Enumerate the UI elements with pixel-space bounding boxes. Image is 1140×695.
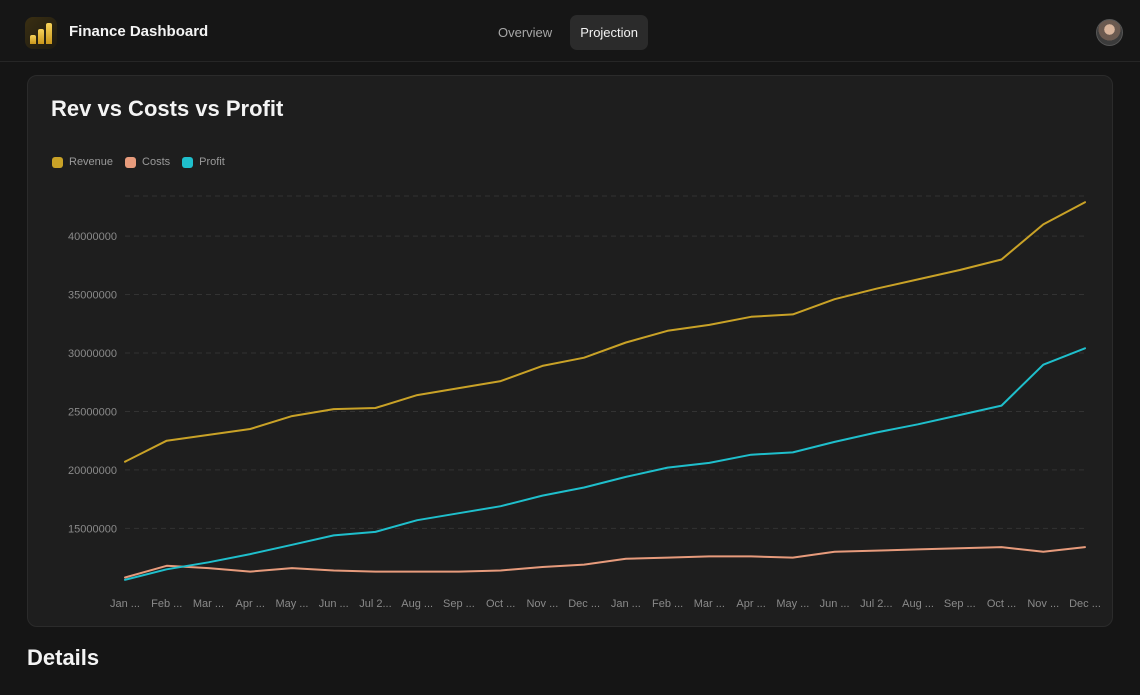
x-tick-label: Aug ... xyxy=(902,598,934,610)
line-chart: 15000000 20000000 25000000 30000000 35000000… xyxy=(68,195,1101,610)
y-tick-label: 25000000 xyxy=(68,406,117,418)
chart-legend: Revenue Costs Profit xyxy=(52,156,225,168)
legend-item-revenue[interactable]: Revenue xyxy=(52,156,113,168)
profit-line[interactable] xyxy=(124,347,1086,581)
x-tick-label: Mar ... xyxy=(694,598,725,610)
x-tick-label: Jul 2... xyxy=(860,598,892,610)
y-tick-label: 40000000 xyxy=(68,231,117,243)
legend-label-revenue: Revenue xyxy=(69,156,114,168)
y-tick-label: 30000000 xyxy=(68,348,117,360)
x-tick-label: Jun ... xyxy=(820,598,850,610)
x-tick-label: Dec ... xyxy=(568,598,600,610)
chart-title: Rev vs Costs vs Profit xyxy=(51,96,284,121)
x-tick-label: Feb ... xyxy=(652,598,683,610)
x-tick-label: Oct ... xyxy=(987,598,1016,610)
legend-label-costs: Costs xyxy=(142,156,171,168)
main-nav: Overview Projection xyxy=(488,15,648,50)
app-title: Finance Dashboard xyxy=(69,23,209,40)
x-tick-label: Mar ... xyxy=(193,598,224,610)
y-tick-label: 20000000 xyxy=(68,465,117,477)
x-tick-label: Sep ... xyxy=(944,598,976,610)
tab-overview[interactable]: Overview xyxy=(498,25,553,40)
x-tick-label: May ... xyxy=(776,598,809,610)
user-avatar[interactable] xyxy=(1096,19,1123,46)
x-tick-label: Feb ... xyxy=(151,598,182,610)
x-tick-label: Apr ... xyxy=(236,598,265,610)
x-tick-label: Apr ... xyxy=(736,598,765,610)
legend-label-profit: Profit xyxy=(199,156,225,168)
tab-projection[interactable]: Projection xyxy=(570,15,648,50)
details-heading: Details xyxy=(27,645,100,670)
x-tick-label: May ... xyxy=(275,598,308,610)
legend-swatch-revenue xyxy=(52,156,63,168)
x-tick-label: Dec ... xyxy=(1069,598,1101,610)
legend-item-costs[interactable]: Costs xyxy=(125,156,170,168)
app-logo-icon xyxy=(25,17,57,49)
y-tick-label: 15000000 xyxy=(68,523,117,535)
x-tick-label: Jun ... xyxy=(319,598,349,610)
x-tick-label: Sep ... xyxy=(443,598,475,610)
x-tick-label: Nov ... xyxy=(526,598,558,610)
x-tick-label: Oct ... xyxy=(486,598,515,610)
legend-swatch-costs xyxy=(125,156,137,168)
x-tick-label: Jan ... xyxy=(110,598,140,610)
legend-item-profit[interactable]: Profit xyxy=(182,156,225,168)
costs-line[interactable] xyxy=(124,546,1086,579)
revenue-line[interactable] xyxy=(124,201,1086,463)
legend-swatch-profit xyxy=(182,156,194,168)
y-tick-label: 35000000 xyxy=(68,290,117,302)
x-tick-label: Jul 2... xyxy=(359,598,391,610)
x-tick-label: Aug ... xyxy=(401,598,433,610)
chart-card: Rev vs Costs vs Profit Revenue Costs Pro… xyxy=(27,75,1113,627)
x-tick-label: Jan ... xyxy=(611,598,641,610)
top-header: Finance Dashboard Overview Projection xyxy=(0,0,1140,62)
x-tick-label: Nov ... xyxy=(1027,598,1059,610)
